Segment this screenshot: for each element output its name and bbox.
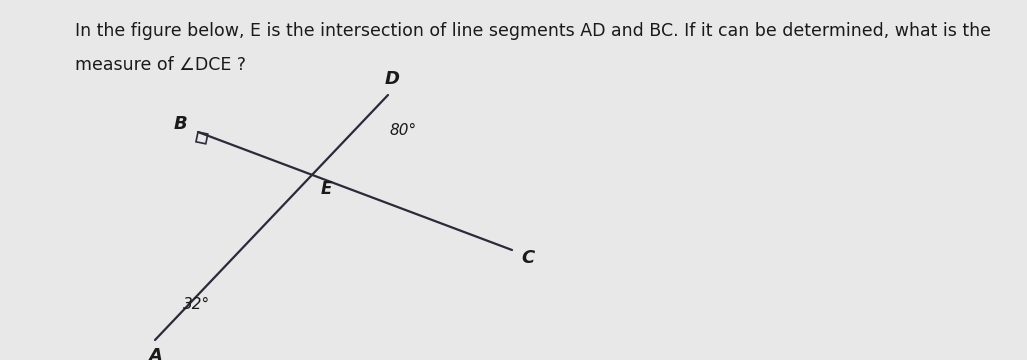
Text: 80°: 80° (390, 123, 417, 138)
Text: D: D (384, 70, 400, 88)
Text: In the figure below, E is the intersection of line segments AD and BC. If it can: In the figure below, E is the intersecti… (75, 22, 991, 40)
Text: C: C (522, 249, 535, 267)
Text: B: B (174, 115, 187, 133)
Text: E: E (320, 180, 332, 198)
Text: measure of ∠DCE ?: measure of ∠DCE ? (75, 56, 246, 74)
Text: A: A (148, 347, 162, 360)
Text: 32°: 32° (183, 297, 211, 312)
